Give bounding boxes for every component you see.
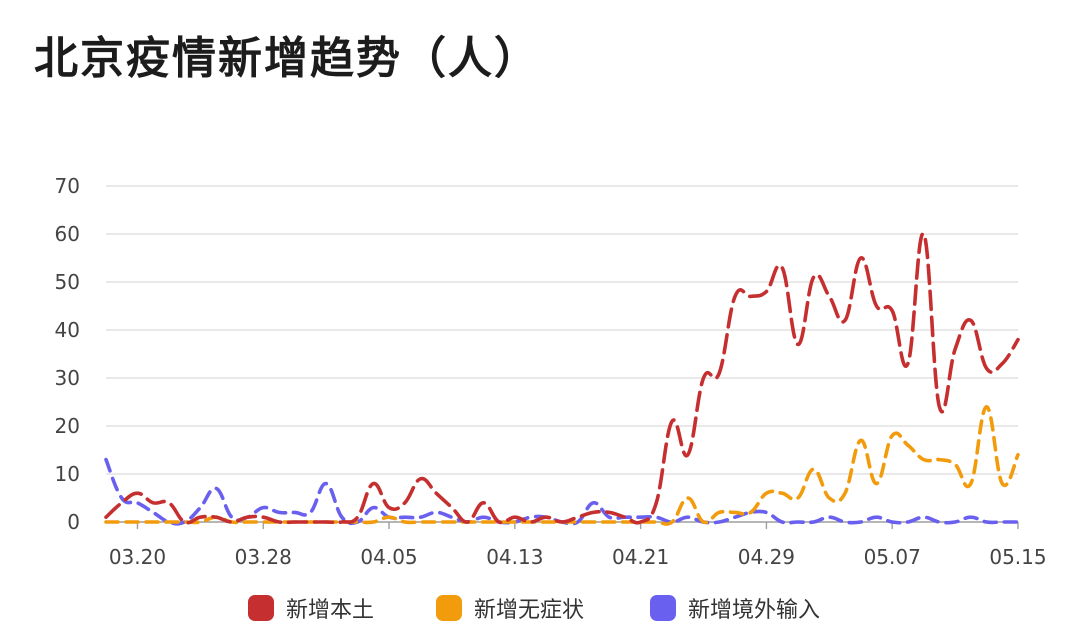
- legend-swatch: [248, 595, 274, 621]
- x-tick-label: 05.15: [989, 545, 1046, 569]
- x-tick-label: 04.13: [486, 545, 543, 569]
- x-tick-label: 03.28: [235, 545, 292, 569]
- legend-label: 新增本土: [286, 598, 374, 623]
- y-tick-label: 70: [55, 174, 80, 198]
- y-tick-label: 60: [55, 222, 80, 246]
- legend-swatch: [436, 595, 462, 621]
- y-tick-label: 0: [67, 510, 80, 534]
- series-line: [104, 232, 1020, 525]
- y-tick-label: 50: [55, 270, 80, 294]
- legend-swatch: [650, 595, 676, 621]
- y-tick-label: 30: [55, 366, 80, 390]
- y-axis-ticks: 0 10 20 30 40 50 60 70: [55, 174, 80, 534]
- x-tick-label: 04.29: [738, 545, 795, 569]
- y-tick-label: 10: [55, 462, 80, 486]
- y-tick-label: 40: [55, 318, 80, 342]
- legend-label: 新增境外输入: [688, 598, 820, 623]
- series-lines: [104, 232, 1020, 526]
- legend-label: 新增无症状: [474, 598, 584, 623]
- series-line: [104, 405, 1020, 526]
- x-tick-label: 04.21: [612, 545, 669, 569]
- x-axis-ticks: 03.20 03.28 04.05 04.13 04.21 04.29 05.07 05.15: [109, 522, 1047, 569]
- y-tick-label: 20: [55, 414, 80, 438]
- legend: 新增本土 新增无症状 新增境外输入: [248, 595, 820, 623]
- x-tick-label: 04.05: [360, 545, 417, 569]
- x-tick-label: 03.20: [109, 545, 166, 569]
- x-tick-label: 05.07: [864, 545, 921, 569]
- chart-title: 北京疫情新增趋势（人）: [34, 33, 540, 84]
